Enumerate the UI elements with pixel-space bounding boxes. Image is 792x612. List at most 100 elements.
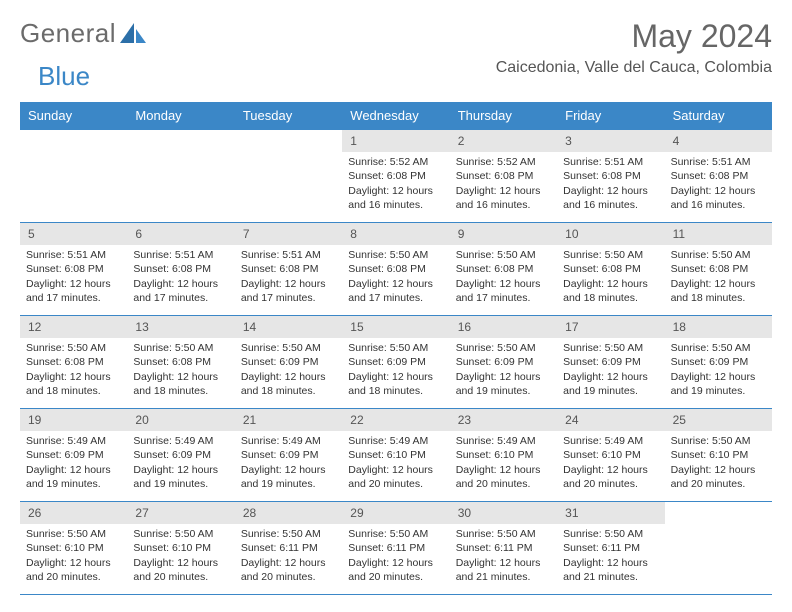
sunset-line: Sunset: 6:08 PM	[456, 169, 551, 183]
sunrise-line: Sunrise: 5:50 AM	[241, 527, 336, 541]
sunrise-line: Sunrise: 5:50 AM	[241, 341, 336, 355]
sunset-line: Sunset: 6:08 PM	[456, 262, 551, 276]
calendar-day: 12Sunrise: 5:50 AMSunset: 6:08 PMDayligh…	[20, 316, 127, 408]
daylight-line: Daylight: 12 hours and 17 minutes.	[456, 277, 551, 305]
sunrise-line: Sunrise: 5:50 AM	[348, 248, 443, 262]
day-details: Sunrise: 5:50 AMSunset: 6:11 PMDaylight:…	[450, 524, 557, 589]
sunset-line: Sunset: 6:09 PM	[133, 448, 228, 462]
logo-sail-icon	[120, 23, 148, 45]
daylight-line: Daylight: 12 hours and 18 minutes.	[241, 370, 336, 398]
sunrise-line: Sunrise: 5:50 AM	[456, 527, 551, 541]
day-details: Sunrise: 5:51 AMSunset: 6:08 PMDaylight:…	[665, 152, 772, 217]
sunset-line: Sunset: 6:09 PM	[456, 355, 551, 369]
sunset-line: Sunset: 6:10 PM	[456, 448, 551, 462]
calendar-body: 1Sunrise: 5:52 AMSunset: 6:08 PMDaylight…	[20, 129, 772, 594]
sunrise-line: Sunrise: 5:50 AM	[133, 341, 228, 355]
day-details: Sunrise: 5:50 AMSunset: 6:08 PMDaylight:…	[665, 245, 772, 310]
calendar-day: 6Sunrise: 5:51 AMSunset: 6:08 PMDaylight…	[127, 223, 234, 315]
calendar-day: 23Sunrise: 5:49 AMSunset: 6:10 PMDayligh…	[450, 409, 557, 501]
daylight-line: Daylight: 12 hours and 20 minutes.	[456, 463, 551, 491]
calendar-empty	[235, 130, 342, 222]
calendar-empty	[665, 502, 772, 594]
day-details: Sunrise: 5:50 AMSunset: 6:08 PMDaylight:…	[342, 245, 449, 310]
sunrise-line: Sunrise: 5:50 AM	[26, 341, 121, 355]
sunset-line: Sunset: 6:08 PM	[348, 169, 443, 183]
sunset-line: Sunset: 6:10 PM	[133, 541, 228, 555]
sunrise-line: Sunrise: 5:50 AM	[671, 434, 766, 448]
day-details: Sunrise: 5:50 AMSunset: 6:11 PMDaylight:…	[342, 524, 449, 589]
daylight-line: Daylight: 12 hours and 19 minutes.	[671, 370, 766, 398]
sunset-line: Sunset: 6:09 PM	[26, 448, 121, 462]
sunset-line: Sunset: 6:09 PM	[241, 448, 336, 462]
calendar-day: 15Sunrise: 5:50 AMSunset: 6:09 PMDayligh…	[342, 316, 449, 408]
day-details: Sunrise: 5:49 AMSunset: 6:10 PMDaylight:…	[450, 431, 557, 496]
sunset-line: Sunset: 6:08 PM	[26, 262, 121, 276]
sunrise-line: Sunrise: 5:51 AM	[133, 248, 228, 262]
sunset-line: Sunset: 6:11 PM	[563, 541, 658, 555]
daylight-line: Daylight: 12 hours and 17 minutes.	[26, 277, 121, 305]
daylight-line: Daylight: 12 hours and 19 minutes.	[563, 370, 658, 398]
day-details: Sunrise: 5:51 AMSunset: 6:08 PMDaylight:…	[235, 245, 342, 310]
day-details: Sunrise: 5:51 AMSunset: 6:08 PMDaylight:…	[20, 245, 127, 310]
day-details: Sunrise: 5:51 AMSunset: 6:08 PMDaylight:…	[127, 245, 234, 310]
day-number: 20	[127, 409, 234, 431]
day-number: 5	[20, 223, 127, 245]
daylight-line: Daylight: 12 hours and 20 minutes.	[671, 463, 766, 491]
calendar-day: 26Sunrise: 5:50 AMSunset: 6:10 PMDayligh…	[20, 502, 127, 594]
day-number: 29	[342, 502, 449, 524]
daylight-line: Daylight: 12 hours and 21 minutes.	[563, 556, 658, 584]
sunrise-line: Sunrise: 5:49 AM	[26, 434, 121, 448]
sunset-line: Sunset: 6:09 PM	[241, 355, 336, 369]
day-number: 1	[342, 130, 449, 152]
day-details: Sunrise: 5:50 AMSunset: 6:08 PMDaylight:…	[127, 338, 234, 403]
day-details: Sunrise: 5:50 AMSunset: 6:11 PMDaylight:…	[235, 524, 342, 589]
daylight-line: Daylight: 12 hours and 18 minutes.	[348, 370, 443, 398]
day-details: Sunrise: 5:49 AMSunset: 6:10 PMDaylight:…	[557, 431, 664, 496]
sunrise-line: Sunrise: 5:51 AM	[563, 155, 658, 169]
day-number: 7	[235, 223, 342, 245]
calendar-day: 17Sunrise: 5:50 AMSunset: 6:09 PMDayligh…	[557, 316, 664, 408]
calendar-day: 29Sunrise: 5:50 AMSunset: 6:11 PMDayligh…	[342, 502, 449, 594]
daylight-line: Daylight: 12 hours and 20 minutes.	[133, 556, 228, 584]
weekday-header: Wednesday	[342, 102, 449, 129]
logo: General	[20, 18, 148, 49]
day-number: 24	[557, 409, 664, 431]
daylight-line: Daylight: 12 hours and 20 minutes.	[26, 556, 121, 584]
sunset-line: Sunset: 6:08 PM	[241, 262, 336, 276]
day-number: 17	[557, 316, 664, 338]
sunset-line: Sunset: 6:08 PM	[348, 262, 443, 276]
calendar-week: 5Sunrise: 5:51 AMSunset: 6:08 PMDaylight…	[20, 222, 772, 315]
day-details: Sunrise: 5:51 AMSunset: 6:08 PMDaylight:…	[557, 152, 664, 217]
title-block: May 2024 Caicedonia, Valle del Cauca, Co…	[496, 18, 772, 77]
sunrise-line: Sunrise: 5:50 AM	[671, 341, 766, 355]
day-number: 8	[342, 223, 449, 245]
day-number: 15	[342, 316, 449, 338]
day-details: Sunrise: 5:50 AMSunset: 6:11 PMDaylight:…	[557, 524, 664, 589]
sunrise-line: Sunrise: 5:50 AM	[26, 527, 121, 541]
calendar-day: 4Sunrise: 5:51 AMSunset: 6:08 PMDaylight…	[665, 130, 772, 222]
sunrise-line: Sunrise: 5:50 AM	[456, 341, 551, 355]
daylight-line: Daylight: 12 hours and 16 minutes.	[671, 184, 766, 212]
day-number: 16	[450, 316, 557, 338]
calendar-day: 11Sunrise: 5:50 AMSunset: 6:08 PMDayligh…	[665, 223, 772, 315]
day-number: 30	[450, 502, 557, 524]
logo-text-general: General	[20, 18, 116, 49]
sunset-line: Sunset: 6:11 PM	[241, 541, 336, 555]
sunrise-line: Sunrise: 5:49 AM	[133, 434, 228, 448]
sunrise-line: Sunrise: 5:52 AM	[348, 155, 443, 169]
calendar-day: 19Sunrise: 5:49 AMSunset: 6:09 PMDayligh…	[20, 409, 127, 501]
day-number: 14	[235, 316, 342, 338]
daylight-line: Daylight: 12 hours and 18 minutes.	[563, 277, 658, 305]
weekday-header: Saturday	[665, 102, 772, 129]
day-details: Sunrise: 5:50 AMSunset: 6:10 PMDaylight:…	[20, 524, 127, 589]
sunrise-line: Sunrise: 5:50 AM	[133, 527, 228, 541]
weekday-header: Tuesday	[235, 102, 342, 129]
sunrise-line: Sunrise: 5:50 AM	[563, 527, 658, 541]
daylight-line: Daylight: 12 hours and 19 minutes.	[26, 463, 121, 491]
day-number: 23	[450, 409, 557, 431]
calendar-day: 3Sunrise: 5:51 AMSunset: 6:08 PMDaylight…	[557, 130, 664, 222]
calendar-day: 7Sunrise: 5:51 AMSunset: 6:08 PMDaylight…	[235, 223, 342, 315]
day-details: Sunrise: 5:49 AMSunset: 6:09 PMDaylight:…	[20, 431, 127, 496]
daylight-line: Daylight: 12 hours and 21 minutes.	[456, 556, 551, 584]
sunset-line: Sunset: 6:10 PM	[348, 448, 443, 462]
